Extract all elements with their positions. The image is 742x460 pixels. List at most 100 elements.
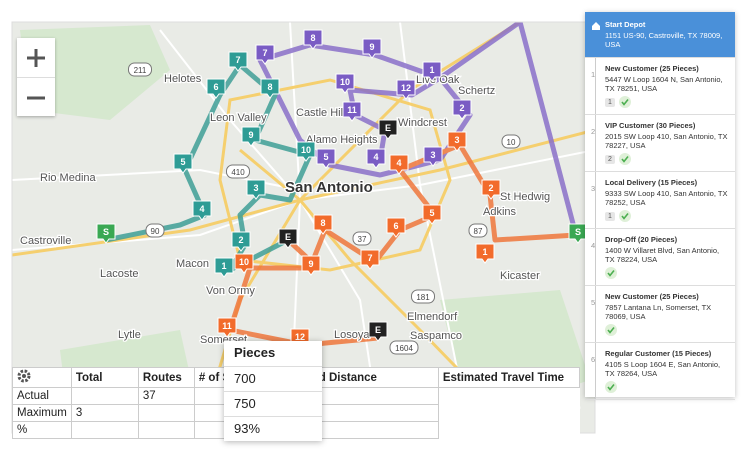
- map-marker[interactable]: 11: [217, 317, 237, 338]
- check-mark: [621, 156, 629, 163]
- marker-label: 8: [267, 82, 272, 92]
- marker-shape: [447, 131, 467, 152]
- settings[interactable]: [12, 367, 72, 388]
- stop-number: 6: [591, 355, 596, 364]
- map-marker[interactable]: 3: [423, 146, 443, 167]
- marker-label: 2: [488, 183, 493, 193]
- stop-badge: 1: [605, 97, 615, 107]
- marker-shape: [423, 146, 443, 167]
- map-marker[interactable]: 4: [366, 148, 386, 169]
- map-marker[interactable]: 7: [228, 51, 248, 72]
- check-icon: [605, 324, 617, 336]
- map-marker[interactable]: 2: [452, 99, 472, 120]
- map-marker[interactable]: 2: [231, 231, 251, 252]
- shield-label: 87: [474, 227, 483, 236]
- check-mark: [621, 99, 629, 106]
- stop-item[interactable]: 1 New Customer (25 Pieces) 5447 W Loop 160…: [585, 58, 735, 115]
- map-marker[interactable]: 5: [422, 204, 442, 225]
- stop-item[interactable]: 3 Local Delivery (15 Pieces) 9333 SW Loop …: [585, 172, 735, 229]
- zoom-in[interactable]: [17, 38, 55, 77]
- stop-badge: 2: [605, 154, 615, 164]
- shield-label: 410: [231, 168, 245, 177]
- map-marker[interactable]: E: [368, 321, 388, 342]
- popup-value: 750: [224, 391, 322, 416]
- marker-shape: [452, 99, 472, 120]
- marker-label: 5: [429, 208, 434, 218]
- stop-item[interactable]: 4 Drop-Off (20 Pieces) 1400 W Villaret Blv…: [585, 229, 735, 286]
- zoom-out[interactable]: [17, 77, 55, 117]
- place-label: Lacoste: [100, 268, 139, 280]
- map-marker[interactable]: 3: [447, 131, 467, 152]
- map-marker[interactable]: 8: [260, 78, 280, 99]
- marker-label: 7: [367, 253, 372, 263]
- check-mark: [607, 384, 615, 391]
- marker-label: E: [385, 123, 391, 133]
- table-cell: %: [12, 421, 72, 439]
- stops-panel: Start Depot 1151 US-90, Castroville, TX …: [585, 12, 735, 400]
- timeline-line: [595, 286, 596, 342]
- pieces-popup: Pieces 700 750 93%: [224, 341, 322, 441]
- map-marker[interactable]: 5: [173, 153, 193, 174]
- map-marker[interactable]: 6: [386, 217, 406, 238]
- map-marker[interactable]: 9: [301, 255, 321, 276]
- popup-value: 700: [224, 366, 322, 391]
- map-marker[interactable]: 2: [481, 179, 501, 200]
- marker-shape: [342, 101, 362, 122]
- marker-label: 4: [199, 204, 204, 214]
- depot-item[interactable]: Start Depot 1151 US-90, Castroville, TX …: [585, 12, 735, 58]
- map-marker[interactable]: 1: [422, 61, 442, 82]
- shield-label: 10: [507, 138, 516, 147]
- map-marker[interactable]: 4: [192, 200, 212, 221]
- marker-label: 12: [295, 332, 305, 342]
- map-marker[interactable]: E: [278, 228, 298, 249]
- stop-number: 5: [591, 298, 596, 307]
- marker-label: 6: [213, 82, 218, 92]
- marker-label: 2: [238, 235, 243, 245]
- marker-shape: [366, 148, 386, 169]
- map-marker[interactable]: E: [378, 119, 398, 140]
- home-icon: [592, 22, 600, 30]
- stop-item[interactable]: 2 VIP Customer (30 Pieces) 2015 SW Loop 41…: [585, 115, 735, 172]
- stop-badges: 1: [605, 96, 729, 108]
- marker-shape: [481, 179, 501, 200]
- place-label: Alamo Heights: [306, 134, 378, 146]
- map-marker[interactable]: 10: [234, 253, 254, 274]
- map-marker[interactable]: 7: [360, 249, 380, 270]
- marker-label: 9: [308, 259, 313, 269]
- map-marker[interactable]: 6: [206, 78, 226, 99]
- map-marker[interactable]: 12: [396, 79, 416, 100]
- map-marker[interactable]: 4: [389, 154, 409, 175]
- map-marker[interactable]: 9: [241, 126, 261, 147]
- marker-shape: [316, 148, 336, 169]
- map-marker[interactable]: 10: [296, 141, 316, 162]
- timeline-line: [595, 58, 596, 114]
- stop-badges: [605, 324, 729, 336]
- stop-item[interactable]: 5 New Customer (25 Pieces) 7857 Lantana Ln…: [585, 286, 735, 343]
- map-marker[interactable]: 5: [316, 148, 336, 169]
- map-marker[interactable]: S: [96, 223, 116, 244]
- stop-title: Local Delivery (15 Pieces): [605, 178, 698, 187]
- map-marker[interactable]: 10: [335, 73, 355, 94]
- gear-icon: [17, 369, 31, 383]
- map-marker[interactable]: 8: [303, 29, 323, 50]
- map-marker[interactable]: 8: [313, 214, 333, 235]
- stop-item[interactable]: 6 Regular Customer (15 Pieces) 4105 S Loop…: [585, 343, 735, 400]
- map-marker[interactable]: 9: [362, 38, 382, 59]
- stop-number: 2: [591, 127, 596, 136]
- shield-label: 181: [416, 293, 430, 302]
- map-marker[interactable]: 1: [214, 257, 234, 278]
- timeline-line: [595, 115, 596, 171]
- marker-label: 3: [430, 150, 435, 160]
- map-marker[interactable]: 1: [475, 243, 495, 264]
- map-marker[interactable]: 7: [255, 44, 275, 65]
- marker-shape: [206, 78, 226, 99]
- stop-address: 4105 S Loop 1604 E, San Antonio, TX 7826…: [605, 360, 721, 378]
- map-marker[interactable]: 3: [246, 179, 266, 200]
- map-marker[interactable]: 11: [342, 101, 362, 122]
- marker-label: 10: [301, 145, 311, 155]
- check-mark: [621, 213, 629, 220]
- marker-shape: [246, 179, 266, 200]
- place-label: Castle Hills: [296, 107, 352, 119]
